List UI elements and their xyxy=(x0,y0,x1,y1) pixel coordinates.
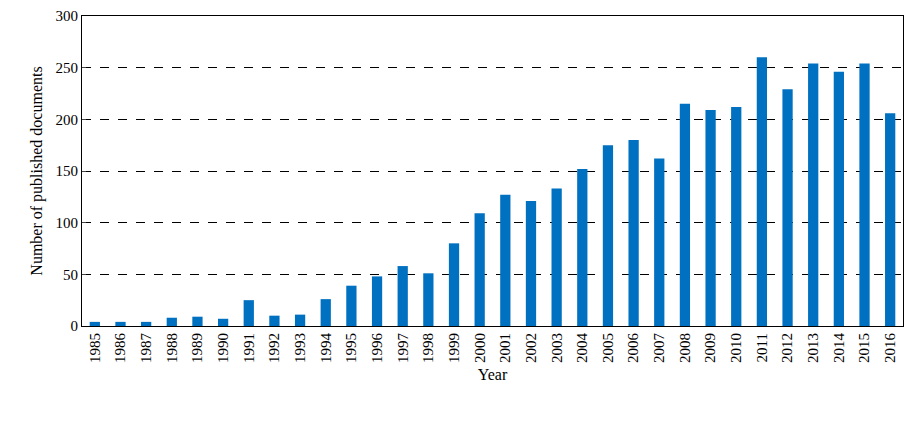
svg-text:2003: 2003 xyxy=(549,333,565,363)
svg-text:1997: 1997 xyxy=(395,333,411,364)
svg-text:1998: 1998 xyxy=(420,333,436,363)
svg-text:Year: Year xyxy=(478,366,508,383)
svg-text:0: 0 xyxy=(71,318,79,334)
svg-text:2010: 2010 xyxy=(728,333,744,363)
svg-text:2009: 2009 xyxy=(702,333,718,363)
svg-text:250: 250 xyxy=(56,60,79,76)
svg-text:2002: 2002 xyxy=(523,333,539,363)
svg-text:1990: 1990 xyxy=(215,333,231,363)
svg-text:2007: 2007 xyxy=(651,333,667,364)
svg-text:1989: 1989 xyxy=(189,333,205,363)
svg-text:2008: 2008 xyxy=(677,333,693,363)
svg-text:2000: 2000 xyxy=(472,333,488,363)
svg-text:1986: 1986 xyxy=(112,333,128,364)
svg-text:2012: 2012 xyxy=(779,333,795,363)
svg-text:Number of published documents: Number of published documents xyxy=(28,66,46,275)
svg-text:2016: 2016 xyxy=(882,333,898,364)
svg-text:1985: 1985 xyxy=(87,333,103,363)
svg-text:1992: 1992 xyxy=(266,333,282,363)
svg-text:1999: 1999 xyxy=(446,333,462,363)
svg-text:1993: 1993 xyxy=(292,333,308,363)
svg-text:2014: 2014 xyxy=(831,333,847,364)
svg-text:200: 200 xyxy=(56,112,79,128)
svg-text:1987: 1987 xyxy=(138,333,154,364)
svg-text:2011: 2011 xyxy=(754,333,770,362)
svg-text:2006: 2006 xyxy=(625,333,641,364)
svg-text:2005: 2005 xyxy=(600,333,616,363)
svg-text:50: 50 xyxy=(63,267,78,283)
svg-text:300: 300 xyxy=(56,8,79,24)
svg-text:1996: 1996 xyxy=(369,333,385,364)
svg-text:2004: 2004 xyxy=(574,333,590,364)
svg-text:1991: 1991 xyxy=(241,333,257,363)
svg-text:1995: 1995 xyxy=(343,333,359,363)
svg-text:150: 150 xyxy=(56,163,79,179)
svg-text:2001: 2001 xyxy=(497,333,513,363)
svg-text:2015: 2015 xyxy=(856,333,872,363)
svg-text:2013: 2013 xyxy=(805,333,821,363)
svg-text:100: 100 xyxy=(56,215,79,231)
svg-text:1994: 1994 xyxy=(318,333,334,364)
svg-text:1988: 1988 xyxy=(164,333,180,363)
